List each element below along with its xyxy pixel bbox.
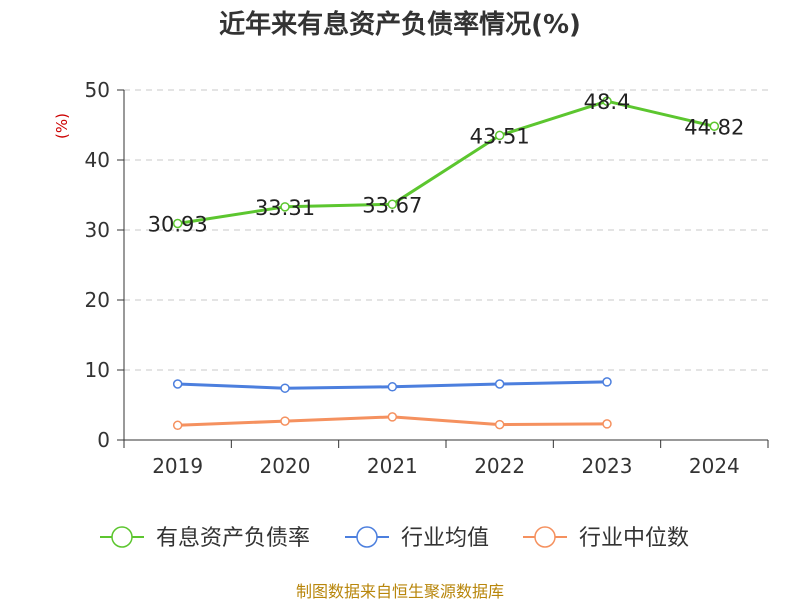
series-line-1	[177, 99, 715, 225]
x-tick-label: 2023	[582, 454, 633, 478]
data-label: 33.67	[362, 193, 422, 217]
legend-marker-circle	[356, 526, 378, 548]
data-point	[602, 96, 612, 106]
x-tick-label: 2024	[689, 454, 740, 478]
x-tick-label: 2022	[474, 454, 525, 478]
data-point	[280, 383, 290, 393]
data-label: 48.4	[584, 90, 631, 114]
data-label: 44.82	[684, 115, 744, 139]
y-tick-label: 10	[85, 358, 110, 382]
y-tick-label: 0	[97, 428, 110, 452]
data-point	[602, 419, 612, 429]
legend-marker-circle	[534, 526, 556, 548]
data-point	[494, 379, 505, 389]
data-point	[172, 218, 183, 229]
data-point	[280, 202, 290, 212]
data-point	[709, 121, 720, 132]
y-tick-label: 30	[85, 218, 110, 242]
x-tick-label: 2019	[152, 454, 203, 478]
legend-label: 有息资产负债率	[156, 526, 310, 551]
data-label: 33.31	[255, 196, 315, 220]
data-point	[387, 412, 398, 422]
x-tick-label: 2021	[367, 454, 418, 478]
data-point	[172, 379, 183, 389]
data-source-note: 制图数据来自恒生聚源数据库	[295, 582, 504, 601]
y-axis-label: (%)	[53, 113, 71, 139]
data-point	[387, 199, 398, 210]
y-tick-label: 50	[85, 78, 110, 102]
legend-label: 行业均值	[401, 526, 489, 551]
y-tick-label: 40	[85, 148, 110, 172]
y-tick-label: 20	[85, 288, 110, 312]
data-label: 43.51	[470, 124, 530, 148]
data-point	[494, 130, 505, 141]
chart-title: 近年来有息资产负债率情况(%)	[219, 10, 581, 40]
data-label: 30.93	[148, 212, 208, 236]
data-point	[602, 377, 612, 387]
data-point	[172, 420, 183, 431]
data-point	[494, 419, 505, 430]
legend-label: 行业中位数	[579, 526, 689, 551]
legend-marker-circle	[111, 526, 133, 548]
data-point	[280, 416, 290, 426]
x-tick-label: 2020	[260, 454, 311, 478]
data-point	[387, 382, 398, 392]
